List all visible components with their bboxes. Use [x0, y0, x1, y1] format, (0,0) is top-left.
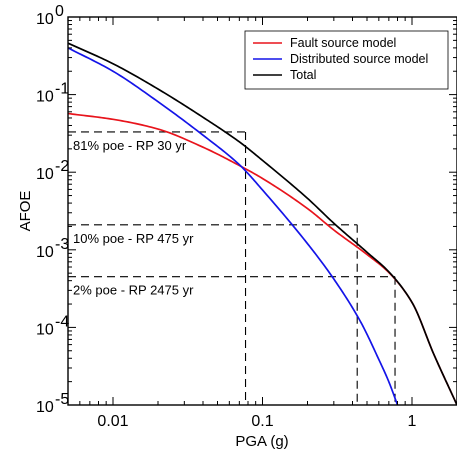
annotation-text-layer: 81% poe - RP 30 yr 10% poe - RP 475 yr 2% …	[73, 138, 194, 298]
y-tick-exponent: -4	[55, 313, 69, 330]
annotation-label: 2% poe - RP 2475 yr	[73, 283, 194, 298]
y-tick-label: 10	[36, 244, 54, 261]
series-distributed-source	[67, 47, 399, 406]
annotation-label: 10% poe - RP 475 yr	[73, 231, 194, 246]
y-tick-label: 10	[36, 89, 54, 106]
x-tick-label: 1	[408, 413, 417, 430]
y-tick-label: 10	[36, 11, 54, 28]
y-tick-exponent: -1	[55, 81, 69, 98]
annotation-layer	[68, 131, 396, 405]
y-tick-exponent: 0	[55, 3, 64, 20]
annotation-label: 81% poe - RP 30 yr	[73, 138, 187, 153]
y-tick-exponent: -2	[55, 158, 69, 175]
y-tick-label: 10	[36, 166, 54, 183]
y-tick-exponent: -3	[55, 236, 69, 253]
series-layer	[67, 42, 457, 406]
plot-frame	[67, 16, 457, 406]
y-tick-label: 10	[36, 321, 54, 338]
legend: Fault source model Distributed source mo…	[244, 30, 449, 90]
x-tick-label: 0.1	[251, 413, 273, 430]
x-axis-label: PGA (g)	[235, 433, 288, 450]
y-tick-label: 10	[36, 399, 54, 416]
legend-label-total: Total	[290, 68, 316, 82]
y-tick-exponent: -5	[55, 391, 69, 408]
y-axis-label: AFOE	[17, 191, 34, 232]
legend-box	[244, 30, 449, 90]
legend-label-distributed: Distributed source model	[290, 52, 428, 66]
legend-label-fault: Fault source model	[290, 36, 396, 50]
series-total	[67, 42, 457, 406]
x-tick-label: 0.01	[97, 413, 128, 430]
